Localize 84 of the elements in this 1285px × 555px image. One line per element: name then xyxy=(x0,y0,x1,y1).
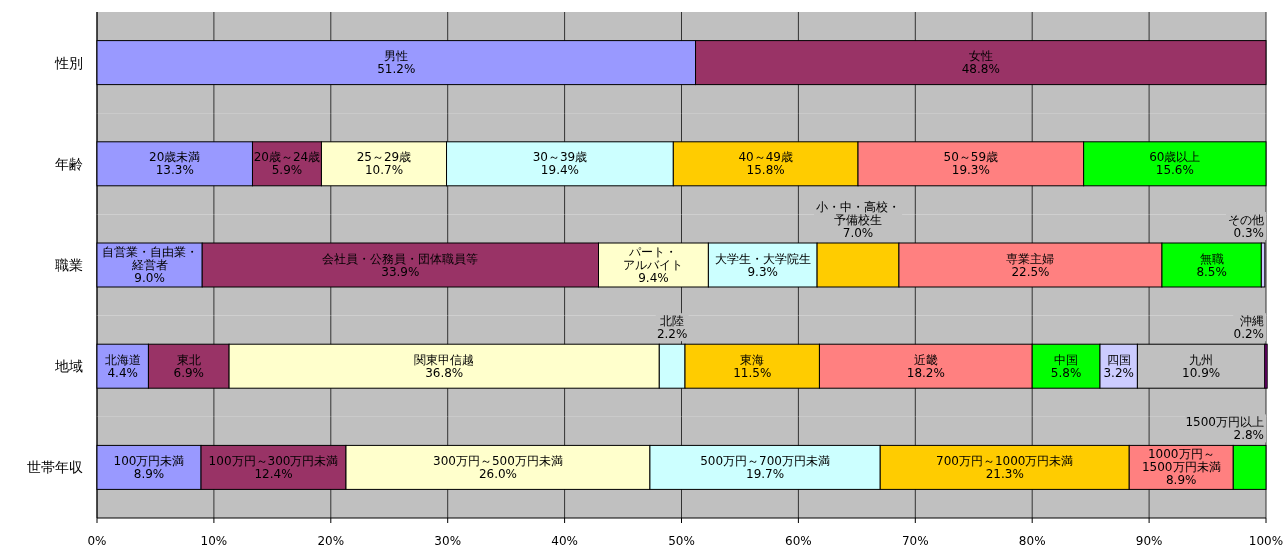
data-label: 48.8% xyxy=(961,62,1000,77)
data-label: 8.9% xyxy=(1166,473,1197,488)
data-label: 13.3% xyxy=(155,163,194,178)
data-label: 21.3% xyxy=(985,466,1024,481)
series-label: その他 xyxy=(1228,213,1264,227)
data-label: 9.3% xyxy=(747,264,778,279)
data-label: 0.3% xyxy=(1233,226,1264,240)
data-label: 19.7% xyxy=(746,466,785,481)
data-label: 9.0% xyxy=(134,271,165,285)
y-tick-label: 地域 xyxy=(54,358,83,375)
series-label: 九州 xyxy=(1189,352,1214,367)
data-label: 8.9% xyxy=(133,466,165,481)
y-tick-label: 性別 xyxy=(54,54,83,71)
x-tick-label: 40% xyxy=(551,534,578,548)
series-label: 大学生・大学院生 xyxy=(714,251,811,266)
data-label: 2.8% xyxy=(1233,428,1264,443)
series-label: 専業主婦 xyxy=(1006,251,1055,266)
series-label: 東海 xyxy=(740,352,765,367)
data-label: 7.0% xyxy=(842,226,874,240)
series-label: パート・アルバイト xyxy=(623,245,684,272)
series-label: 男性 xyxy=(384,49,409,64)
data-label: 2.2% xyxy=(656,327,688,342)
data-label: 4.4% xyxy=(107,365,138,380)
data-label: 10.7% xyxy=(364,163,404,178)
x-tick-label: 80% xyxy=(1018,534,1046,548)
x-tick-label: 20% xyxy=(317,534,345,548)
series-label: 30～39歳 xyxy=(532,150,588,165)
data-label: 19.4% xyxy=(540,163,579,178)
series-label: 60歳以上 xyxy=(1149,150,1201,165)
y-tick-label: 世帯年収 xyxy=(27,459,83,476)
y-tick-label: 年齢 xyxy=(55,155,83,172)
data-label: 19.3% xyxy=(951,163,990,178)
series-label: 1000万円～1500万円未満 xyxy=(1141,447,1221,475)
x-tick-label: 70% xyxy=(901,534,929,548)
data-label: 15.8% xyxy=(746,163,785,178)
series-label: 20歳～24歳 xyxy=(253,150,321,165)
data-label: 26.0% xyxy=(478,466,518,481)
series-label: 小・中・高校・予備校生 xyxy=(816,200,901,227)
data-label: 10.9% xyxy=(1182,365,1221,380)
series-label: 沖縄 xyxy=(1240,314,1264,329)
data-label: 51.2% xyxy=(377,62,416,77)
series-label: 700万円～1000万円未満 xyxy=(936,453,1074,468)
data-label: 6.9% xyxy=(173,365,205,380)
y-tick-label: 職業 xyxy=(55,257,83,273)
series-label: 1500万円以上 xyxy=(1185,415,1264,430)
series-label: 自営業・自由業・経営者 xyxy=(101,245,198,272)
data-label: 5.9% xyxy=(271,163,303,178)
series-label: 500万円～700万円未満 xyxy=(700,453,830,468)
x-tick-label: 100% xyxy=(1248,534,1284,548)
series-label: 会社員・公務員・団体職員等 xyxy=(322,251,479,266)
data-label: 11.5% xyxy=(733,365,772,380)
data-label: 18.2% xyxy=(906,365,945,380)
x-tick-label: 90% xyxy=(1135,534,1163,548)
series-label: 四国 xyxy=(1106,352,1131,367)
x-tick-label: 10% xyxy=(200,534,228,548)
series-label: 東北 xyxy=(176,352,201,367)
x-tick-label: 0% xyxy=(87,534,107,548)
series-label: 女性 xyxy=(968,49,993,64)
series-label: 中国 xyxy=(1054,352,1079,367)
series-label: 北海道 xyxy=(104,352,141,367)
series-label: 300万円～500万円未満 xyxy=(433,453,563,468)
series-label: 50～59歳 xyxy=(943,150,999,165)
data-label: 22.5% xyxy=(1011,264,1050,279)
series-label: 25～29歳 xyxy=(356,150,412,165)
series-label: 近畿 xyxy=(913,352,938,367)
data-label: 0.2% xyxy=(1233,327,1264,342)
series-label: 無職 xyxy=(1199,251,1224,266)
series-label: 40～49歳 xyxy=(738,150,793,165)
series-label: 北陸 xyxy=(660,314,685,329)
series-label: 20歳未満 xyxy=(149,150,201,165)
x-tick-label: 30% xyxy=(434,534,462,548)
data-label: 3.2% xyxy=(1103,365,1134,380)
x-tick-label: 50% xyxy=(668,534,695,548)
data-label: 15.6% xyxy=(1155,163,1194,178)
data-label: 9.4% xyxy=(638,271,669,285)
series-label: 100万円未満 xyxy=(113,453,185,468)
series-label: 関東甲信越 xyxy=(414,352,475,367)
data-label: 36.8% xyxy=(425,365,464,380)
x-tick-label: 60% xyxy=(785,534,812,548)
series-label: 100万円～300万円未満 xyxy=(208,453,339,468)
data-label: 5.8% xyxy=(1050,365,1082,380)
data-label: 12.4% xyxy=(254,466,293,481)
data-label: 33.9% xyxy=(381,264,420,279)
data-label: 8.5% xyxy=(1196,264,1227,279)
